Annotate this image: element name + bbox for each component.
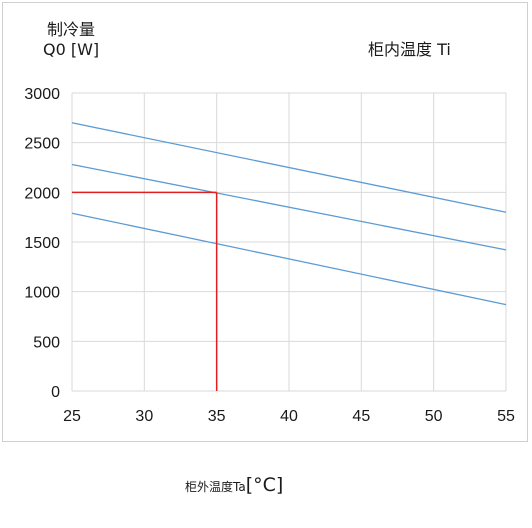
x-tick-label: 35 [208,408,226,425]
x-tick-label: 25 [63,408,81,425]
chart-frame [2,2,528,442]
y-axis-label-line-1: 制冷量 [47,20,96,39]
y-tick-label: 500 [33,334,60,351]
x-tick-label: 40 [280,408,298,425]
y-tick-label: 3000 [24,86,60,103]
series-line-2 [71,163,507,251]
series-line-3 [71,212,507,306]
x-axis-label-text: 柜外温度Ta [185,480,246,494]
x-axis-label: 柜外温度Ta[°C] [185,474,283,498]
y-tick-label: 2500 [24,136,60,153]
series-line-1 [71,122,507,213]
panel-title: 柜内温度 Ti [368,40,451,59]
x-tick-label: 50 [425,408,443,425]
chart-plot: 0 500 1000 1500 2000 2500 3000 25 30 35 40 45 50 55 [24,86,515,425]
y-axis-label-line-2: Q0 [W] [43,40,100,59]
x-tick-label: 45 [352,408,370,425]
x-tick-label: 30 [135,408,153,425]
y-tick-label: 1000 [24,285,60,302]
y-tick-label: 2000 [24,185,60,202]
y-tick-label: 1500 [24,235,60,252]
x-tick-label: 55 [497,408,515,425]
y-tick-label: 0 [51,384,60,401]
x-axis-label-unit: [°C] [245,474,284,496]
